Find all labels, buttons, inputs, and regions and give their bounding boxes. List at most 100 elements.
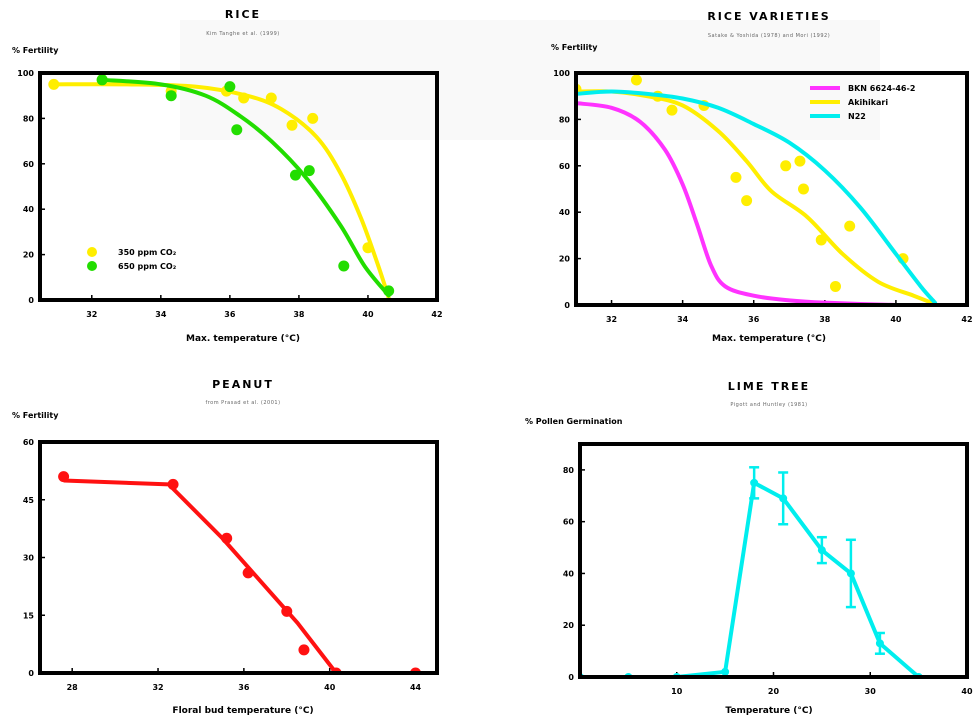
y-tick-label: 80 — [563, 466, 575, 475]
x-tick-label: 20 — [768, 687, 780, 696]
chart-subtitle: Pigott and Huntley (1981) — [730, 402, 807, 408]
x-tick-label: 32 — [606, 315, 617, 324]
data-point — [289, 169, 301, 181]
x-tick-label: 34 — [677, 315, 689, 324]
x-tick-label: 44 — [410, 683, 422, 692]
series-n22 — [576, 89, 938, 305]
data-point — [265, 92, 277, 104]
y-tick-label: 0 — [568, 673, 574, 682]
plot-area — [48, 74, 395, 300]
data-point — [362, 242, 374, 254]
x-tick-label: 36 — [238, 683, 250, 692]
x-tick-label: 10 — [671, 687, 683, 696]
chart-subtitle: Kim Tanghe et al. (1999) — [206, 31, 279, 37]
plot-frame — [574, 71, 969, 307]
data-point — [741, 195, 753, 207]
chart-panel-lime-tree: LIME TREE Pigott and Huntley (1981) % Poll… — [525, 380, 973, 716]
series-line — [580, 480, 920, 677]
y-axis-label: % Fertility — [551, 43, 598, 52]
y-tick-label: 80 — [23, 114, 35, 123]
chart-subtitle: Satake & Yoshida (1978) and Mori (1992) — [708, 33, 830, 39]
data-point — [48, 78, 60, 90]
y-tick-label: 40 — [563, 569, 575, 578]
x-tick-label: 36 — [224, 310, 236, 319]
x-axis-label: Max. temperature (°C) — [186, 334, 300, 344]
chart-panel-rice-varieties: RICE VARIETIES Satake & Yoshida (1978) an… — [551, 10, 973, 344]
legend-label: Akihikari — [848, 98, 888, 107]
x-axis-label: Floral bud temperature (°C) — [172, 706, 313, 716]
x-tick-label: 38 — [293, 310, 305, 319]
x-tick-label: 32 — [152, 683, 163, 692]
data-point — [231, 124, 243, 136]
data-point — [167, 478, 179, 490]
y-tick-label: 60 — [23, 438, 35, 447]
y-tick-label: 100 — [17, 69, 34, 78]
data-point — [58, 471, 70, 483]
y-tick-label: 15 — [23, 611, 35, 620]
x-tick-label: 38 — [819, 315, 831, 324]
legend-marker — [87, 261, 97, 271]
y-axis-label: % Pollen Germination — [525, 417, 623, 426]
series-curve — [576, 89, 938, 305]
chart-title: RICE — [225, 8, 261, 21]
x-tick-label: 42 — [431, 310, 442, 319]
y-tick-label: 20 — [563, 621, 575, 630]
data-point — [303, 165, 315, 177]
y-tick-label: 100 — [553, 69, 570, 78]
y-tick-label: 60 — [559, 162, 571, 171]
x-tick-label: 40 — [890, 315, 902, 324]
data-point — [307, 112, 319, 124]
chart-subtitle: from Prasad et al. (2001) — [205, 400, 280, 406]
data-point — [829, 280, 841, 292]
series-650-ppm-co- — [96, 74, 395, 298]
data-point — [730, 171, 742, 183]
plot-frame — [578, 442, 969, 679]
legend-label: N22 — [848, 112, 866, 121]
data-point — [224, 81, 236, 93]
data-point — [298, 644, 310, 656]
y-axis-label: % Fertility — [12, 46, 59, 55]
y-axis-label: % Fertility — [12, 411, 59, 420]
y-tick-label: 20 — [559, 255, 571, 264]
data-point — [846, 569, 855, 578]
series-line — [63, 478, 416, 673]
legend-label: 350 ppm CO₂ — [118, 248, 177, 257]
y-tick-label: 60 — [23, 160, 35, 169]
chart-title: LIME TREE — [728, 380, 810, 393]
x-tick-label: 32 — [86, 310, 97, 319]
data-point — [721, 667, 730, 676]
data-point — [779, 494, 788, 503]
x-tick-label: 28 — [67, 683, 79, 692]
data-point — [750, 478, 759, 487]
data-point — [875, 639, 884, 648]
data-point — [844, 220, 856, 232]
data-point — [242, 567, 254, 579]
legend-label: BKN 6624-46-2 — [848, 84, 915, 93]
data-point — [286, 119, 298, 131]
x-tick-label: 36 — [748, 315, 760, 324]
x-tick-label: 40 — [324, 683, 336, 692]
y-tick-label: 45 — [23, 496, 35, 505]
y-tick-label: 30 — [23, 554, 35, 563]
x-tick-label: 30 — [865, 687, 877, 696]
data-point — [794, 155, 806, 167]
plot-frame — [38, 440, 439, 675]
series-curve — [576, 101, 934, 305]
x-tick-label: 40 — [362, 310, 374, 319]
legend-marker — [87, 247, 97, 257]
y-tick-label: 0 — [564, 301, 570, 310]
series-akihikari — [576, 74, 934, 305]
data-point — [281, 605, 293, 617]
y-tick-label: 0 — [28, 296, 34, 305]
series-curve — [100, 77, 391, 298]
data-point — [238, 92, 250, 104]
y-tick-label: 60 — [563, 518, 575, 527]
data-point — [780, 160, 792, 172]
data-point — [165, 90, 177, 102]
legend-label: 650 ppm CO₂ — [118, 262, 177, 271]
chart-panel-rice: RICE Kim Tanghe et al. (1999) % Fertility M… — [12, 8, 443, 344]
data-point — [383, 285, 395, 297]
data-point — [666, 104, 678, 116]
y-tick-label: 40 — [23, 205, 35, 214]
plot-area — [576, 74, 938, 305]
